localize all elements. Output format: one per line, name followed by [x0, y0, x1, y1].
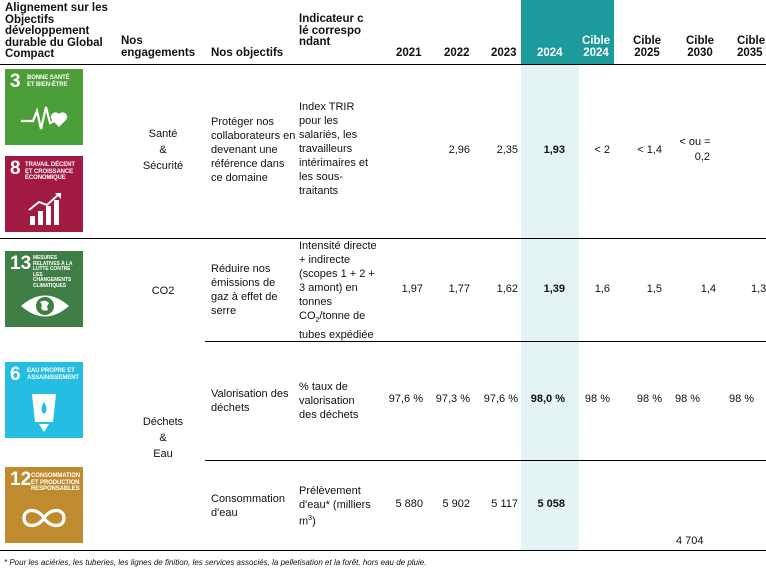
footnote: * Pour les aciéries, les tuberies, les l… — [4, 558, 427, 567]
value-dechets-cible2025: 98 % — [636, 393, 662, 405]
objectif-co2: Réduire nos émissions de gaz à effet de … — [211, 263, 278, 317]
sdg-6-number: 6 — [10, 364, 21, 385]
header-2022: 2022 — [444, 47, 470, 59]
header-alignment: Alignement sur les Objectifs développeme… — [5, 2, 108, 60]
highlight-header-2024 — [521, 0, 614, 64]
value-eau-2024: 5 058 — [537, 498, 565, 510]
sdg-13-number: 13 — [10, 253, 32, 274]
value-eau-2023: 5 117 — [491, 498, 518, 510]
heartbeat-icon — [21, 106, 68, 130]
indicateur-co2: Intensité directe + indirecte (scopes 1 … — [299, 240, 377, 342]
objectif-eau: Consommation d'eau — [211, 493, 285, 519]
header-cible-2030: Cible 2030 — [685, 35, 715, 59]
indicateur-sante: Index TRIR pour les salariés, les travai… — [299, 101, 369, 197]
growth-chart-icon — [28, 193, 61, 225]
value-co2-2023: 1,62 — [496, 283, 518, 295]
value-sante-cible2024: < 2 — [594, 144, 610, 156]
indicateur-dechets: % taux de valorisation des déchets — [299, 381, 359, 421]
engagement-dechets-eau: Déchets & Eau — [142, 416, 184, 460]
objectif-sante: Protéger nos collaborateurs en devenant … — [211, 116, 296, 184]
value-co2-cible2030: 1,4 — [700, 283, 716, 295]
value-co2-2021: 1,97 — [401, 283, 423, 295]
sdg-12-number: 12 — [10, 469, 32, 490]
sdg-6-label: Eau propre et assainissement — [27, 368, 79, 381]
sdg-8-number: 8 — [10, 158, 21, 179]
rule-after-dechets — [205, 460, 766, 461]
value-eau-2021: 5 880 — [395, 498, 423, 510]
value-co2-2022: 1,77 — [448, 283, 470, 295]
value-dechets-2023: 97,6 % — [483, 393, 518, 405]
value-eau-2022: 5 902 — [442, 498, 470, 510]
sdg-3-number: 3 — [10, 71, 21, 92]
header-indicateur: Indicateur clé correspondant — [299, 13, 364, 48]
value-dechets-2021: 97,6 % — [388, 393, 423, 405]
header-engagements: Nos engagements — [121, 35, 196, 59]
sdg-6-tile: 6 Eau propre et assainissement — [5, 362, 83, 438]
sdg-12-tile: 12 Consommation et production responsabl… — [5, 467, 83, 543]
header-cible-2024: Cible 2024 — [581, 35, 611, 59]
value-sante-cible2030: < ou = 0,2 — [679, 136, 711, 163]
header-2024: 2024 — [537, 47, 563, 59]
header-cible-2035: Cible 2035 — [737, 35, 766, 59]
sdg-13-label: Mesures relatives à la lutte contre les … — [33, 255, 73, 289]
rule-bottom — [0, 550, 766, 551]
value-sante-2023: 2,35 — [496, 144, 518, 156]
sdg-8-tile: 8 Travail décent et croissance économiqu… — [5, 156, 83, 232]
header-2023: 2023 — [491, 47, 517, 59]
sdg-12-label: Consommation et production responsables — [31, 473, 81, 492]
value-co2-cible2035: 1,3 — [751, 283, 766, 295]
value-dechets-2024: 98,0 % — [530, 393, 565, 405]
infinity-icon — [22, 508, 66, 528]
objectif-dechets: Valorisation des déchets — [211, 388, 289, 414]
rule-header — [0, 64, 766, 65]
sdg-8-label: Travail décent et croissance économique — [25, 162, 75, 181]
value-co2-cible2025: 1,5 — [646, 283, 662, 295]
value-co2-cible2024: 1,6 — [594, 283, 610, 295]
engagement-sante: Santé & Sécurité — [142, 128, 184, 172]
header-cible-2025: Cible 2025 — [632, 35, 662, 59]
value-sante-2022: 2,96 — [448, 144, 470, 156]
sdg-3-tile: 3 Bonne santé et bien-être — [5, 69, 83, 145]
value-dechets-cible2024: 98 % — [584, 393, 610, 405]
rule-after-sante — [0, 238, 766, 239]
indicateur-eau: Prélèvement d'eau* (milliers m3) — [299, 485, 371, 528]
value-dechets-cible2030: 98 % — [675, 393, 701, 405]
value-dechets-cible2035: 98 % — [729, 393, 755, 405]
sdg-3-label: Bonne santé et bien-être — [27, 75, 70, 88]
value-sante-cible2025: < 1,4 — [637, 144, 662, 156]
value-co2-2024: 1,39 — [543, 283, 565, 295]
engagement-co2: CO2 — [151, 285, 175, 297]
water-glass-icon — [32, 394, 56, 432]
header-objectifs: Nos objectifs — [211, 47, 284, 59]
eye-globe-icon — [21, 295, 69, 317]
value-eau-cible2030: 4 704 — [676, 535, 704, 547]
sdg-13-tile: 13 Mesures relatives à la lutte contre l… — [5, 251, 83, 327]
value-sante-2024: 1,93 — [543, 144, 565, 156]
header-2021: 2021 — [396, 47, 422, 59]
value-dechets-2022: 97,3 % — [435, 393, 470, 405]
highlight-column-2024 — [521, 0, 579, 550]
rule-after-co2 — [205, 341, 766, 342]
